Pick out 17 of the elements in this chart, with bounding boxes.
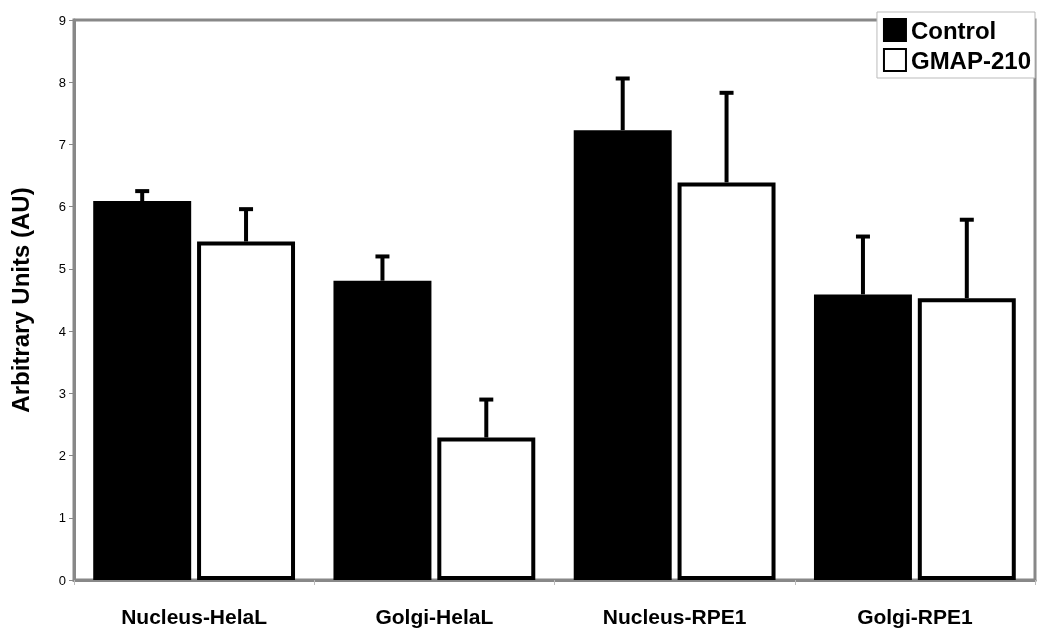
x-tick-label: Nucleus-HelaL xyxy=(121,605,268,628)
y-tick-label: 2 xyxy=(58,448,66,464)
y-tick-label: 9 xyxy=(58,12,66,28)
y-tick-label: 7 xyxy=(58,136,66,152)
x-tick-label: Golgi-HelaL xyxy=(375,605,494,628)
legend-label: Control xyxy=(910,16,997,44)
y-tick-label: 4 xyxy=(58,323,66,339)
y-tick-label: 0 xyxy=(58,572,66,588)
x-tick-label: Golgi-RPE1 xyxy=(857,605,973,628)
y-tick-label: 1 xyxy=(58,510,66,526)
y-tick-label: 3 xyxy=(58,385,66,401)
y-tick-label: 8 xyxy=(58,74,66,90)
y-axis-title: Arbitrary Units (AU) xyxy=(6,187,34,413)
legend-label: GMAP-210 xyxy=(910,46,1032,74)
y-tick-label: 6 xyxy=(58,199,66,215)
x-tick-label: Nucleus-RPE1 xyxy=(602,605,747,628)
y-tick-label: 5 xyxy=(58,261,66,277)
